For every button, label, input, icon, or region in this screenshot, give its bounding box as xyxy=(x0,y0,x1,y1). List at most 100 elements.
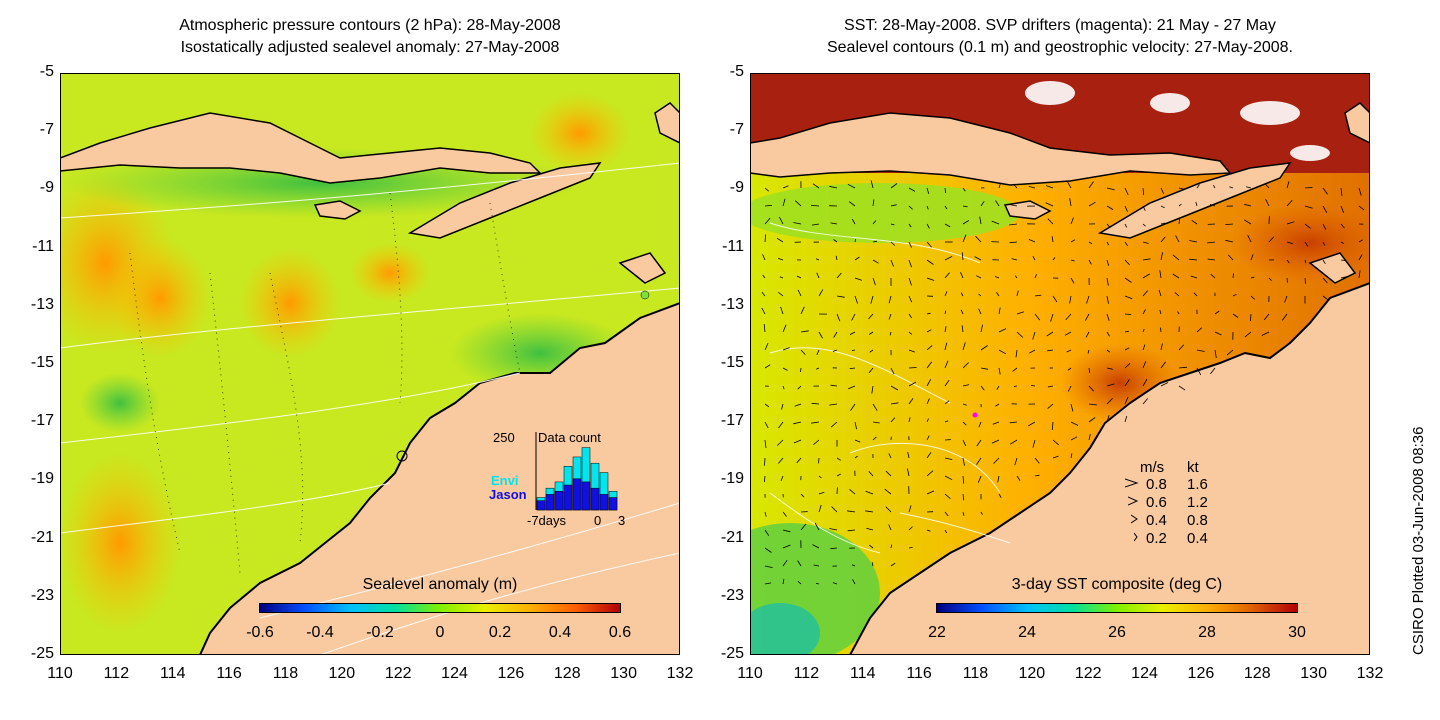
velocity-arrow xyxy=(829,403,838,406)
velocity-arrow xyxy=(829,528,838,531)
velocity-arrow xyxy=(1189,258,1198,261)
y-tick-label: -13 xyxy=(30,295,54,313)
velocity-arrow xyxy=(926,259,934,265)
velocity-arrow xyxy=(962,187,966,192)
velocity-arrow xyxy=(1191,219,1198,225)
velocity-arrow xyxy=(1142,205,1146,211)
velocity-arrow xyxy=(1052,295,1058,303)
velocity-arrow xyxy=(1245,186,1252,189)
velocity-arrow xyxy=(870,295,874,304)
velocity-arrow xyxy=(1322,205,1328,213)
velocity-arrow xyxy=(1009,204,1018,207)
velocity-arrow xyxy=(888,524,892,531)
velocity-arrow xyxy=(1340,187,1343,196)
velocity-arrow xyxy=(944,420,949,423)
velocity-arrow xyxy=(1142,187,1145,196)
velocity-arrow xyxy=(962,362,969,369)
velocity-arrow xyxy=(908,295,913,303)
velocity-arrow xyxy=(960,292,964,297)
velocity-arrow xyxy=(926,529,931,532)
velocity-arrow xyxy=(1088,241,1093,245)
y-tick-label: -7 xyxy=(39,121,54,139)
velocity-arrow xyxy=(871,562,874,567)
velocity-arrow xyxy=(977,475,982,483)
velocity-arrow xyxy=(1304,277,1306,284)
colorbar-tick-label: 26 xyxy=(1108,624,1126,641)
velocity-arrow xyxy=(870,180,874,189)
x-tick-label: 128 xyxy=(553,665,581,682)
velocity-arrow xyxy=(926,435,930,441)
velocity-arrow xyxy=(1124,313,1132,315)
velocity-arrow xyxy=(872,403,878,411)
velocity-arrow xyxy=(1046,185,1054,189)
velocity-arrow xyxy=(816,349,820,356)
y-tick-label: -17 xyxy=(30,412,54,430)
velocity-arrow xyxy=(764,364,771,369)
velocity-arrow xyxy=(778,258,784,261)
velocity-arrow xyxy=(1124,277,1132,283)
velocity-arrow xyxy=(793,439,802,444)
velocity-arrow xyxy=(1286,259,1290,264)
inset-x-left: -7days xyxy=(527,513,567,528)
velocity-arrow xyxy=(1106,277,1109,286)
velocity-arrow xyxy=(1250,295,1255,300)
inset-bar-jason xyxy=(572,478,582,511)
velocity-arrow xyxy=(1124,259,1130,266)
velocity-arrow xyxy=(962,342,966,351)
velocity-arrow xyxy=(975,235,982,243)
velocity-arrow xyxy=(980,511,983,515)
velocity-arrow xyxy=(1034,294,1042,297)
velocity-arrow xyxy=(1047,349,1054,352)
velocity-arrow xyxy=(1084,313,1090,321)
x-tick-label: 122 xyxy=(384,665,412,682)
x-tick-label: 118 xyxy=(962,665,989,682)
velocity-arrow xyxy=(1087,349,1090,354)
velocity-arrow xyxy=(818,289,824,297)
velocity-arrow xyxy=(849,367,856,369)
velocity-arrow xyxy=(1032,331,1036,340)
velocity-arrow xyxy=(866,527,874,531)
velocity-arrow xyxy=(1158,289,1162,297)
velocity-arrow xyxy=(991,220,1000,225)
velocity-arrow xyxy=(872,240,878,243)
velocity-arrow xyxy=(796,457,802,464)
velocity-arrow xyxy=(1034,474,1040,477)
colorbar-tick-label: 28 xyxy=(1198,624,1216,641)
velocity-arrow xyxy=(962,493,965,501)
velocity-arrow xyxy=(1051,236,1054,243)
x-tick-label: 128 xyxy=(1243,665,1271,682)
velocity-arrow xyxy=(890,241,896,246)
velocity-arrow xyxy=(1160,205,1165,209)
velocity-arrow xyxy=(1014,275,1018,279)
colorbar-tick-label: 0 xyxy=(435,624,445,641)
velocity-arrow xyxy=(812,544,820,549)
y-tick-label: -7 xyxy=(729,121,744,139)
y-tick-label: -5 xyxy=(39,63,54,80)
velocity-arrow xyxy=(835,255,838,261)
velocity-arrow xyxy=(1340,223,1345,229)
velocity-arrow xyxy=(1045,202,1054,207)
velocity-arrow xyxy=(884,488,892,495)
velocity-arrow xyxy=(1070,217,1074,225)
x-tick-label: 112 xyxy=(103,665,130,682)
colorbar-tick-label: 0.6 xyxy=(608,624,632,641)
velocity-arrow xyxy=(1196,367,1202,376)
velocity-arrow xyxy=(1106,295,1109,304)
velocity-arrow xyxy=(811,421,820,424)
velocity-arrow xyxy=(908,367,917,369)
velocity-arrow xyxy=(782,185,789,189)
velocity-arrow xyxy=(764,439,767,448)
velocity-arrow xyxy=(1088,417,1096,423)
velocity-arrow xyxy=(816,272,820,279)
velocity-arrow xyxy=(996,292,1000,297)
velocity-arrow xyxy=(1175,235,1180,243)
legend-ms-value: 0.8 xyxy=(1146,476,1167,493)
velocity-arrow xyxy=(1142,344,1146,351)
legend-arrow-icon xyxy=(1127,494,1141,512)
legend-kt-value: 0.4 xyxy=(1187,530,1208,547)
velocity-arrow xyxy=(926,205,929,210)
inset-series-jason: Jason xyxy=(489,487,527,502)
velocity-arrow xyxy=(1340,241,1344,244)
y-tick-label: -19 xyxy=(30,470,54,488)
velocity-arrow xyxy=(764,342,769,351)
